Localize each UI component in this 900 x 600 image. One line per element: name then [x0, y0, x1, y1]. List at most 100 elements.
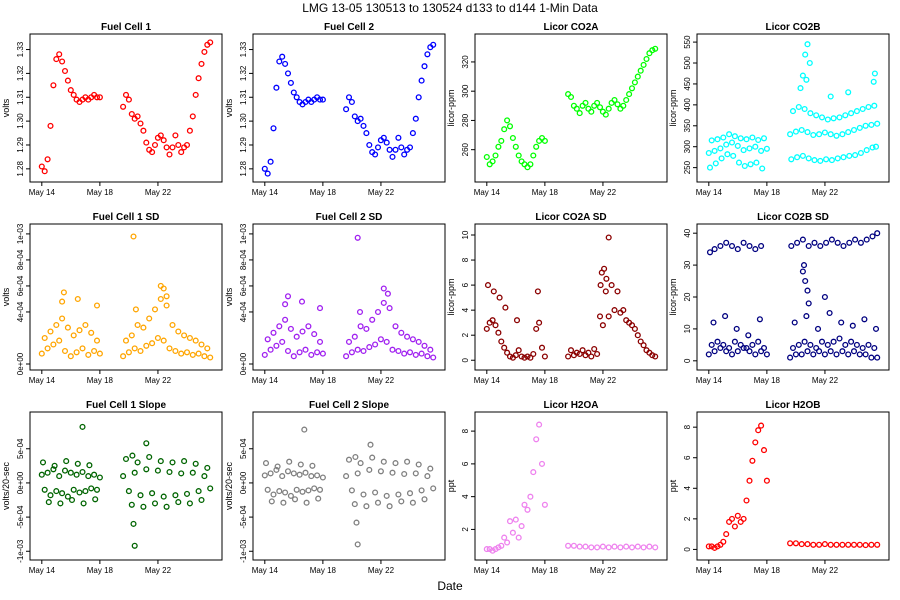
panel-title: Licor H2OB	[765, 400, 820, 411]
data-point	[594, 350, 601, 358]
data-point	[88, 485, 95, 492]
y-tick-label: 1e-03	[239, 223, 248, 244]
data-point	[789, 344, 797, 352]
data-point	[498, 137, 505, 144]
data-point	[868, 354, 875, 361]
data-point	[746, 242, 753, 250]
data-point	[186, 500, 193, 507]
y-tick-label: 1.30	[239, 113, 248, 129]
data-point	[299, 328, 306, 335]
data-point	[794, 239, 801, 246]
data-point	[752, 143, 759, 150]
y-tick-label: 0e+00	[16, 352, 25, 375]
data-point	[303, 499, 310, 506]
data-point	[395, 491, 402, 498]
data-point	[816, 541, 823, 548]
data-point	[745, 332, 752, 339]
data-point	[740, 515, 747, 522]
data-point	[204, 464, 211, 471]
data-point	[120, 353, 127, 360]
data-point	[86, 462, 93, 469]
data-point	[96, 350, 103, 357]
data-point	[801, 338, 808, 345]
data-point	[527, 161, 534, 168]
plot-frame	[696, 33, 890, 183]
data-point	[134, 459, 141, 466]
data-point	[869, 144, 876, 151]
data-point	[343, 353, 350, 360]
data-point	[178, 470, 185, 477]
data-point	[821, 351, 828, 358]
panel-p2: Fuel Cell 2 volts 1.28 1.29 1.30 1.31 1.32 1.33…	[224, 22, 446, 197]
data-point	[267, 470, 274, 477]
y-tick-label: 1.30	[16, 113, 25, 129]
data-point	[284, 347, 292, 355]
data-point	[705, 351, 712, 358]
data-point	[345, 338, 353, 345]
y-tick-label: 6	[683, 455, 692, 460]
data-point	[284, 70, 292, 77]
data-point	[871, 344, 878, 352]
data-point	[712, 160, 719, 167]
data-point	[509, 529, 516, 536]
x-tick-label: May 18	[754, 188, 781, 197]
data-point	[424, 51, 431, 58]
data-point	[857, 149, 864, 157]
data-point	[811, 157, 818, 164]
data-point	[856, 541, 863, 548]
data-point	[50, 466, 57, 473]
y-tick-label: 450	[683, 77, 692, 91]
data-point	[839, 131, 846, 138]
x-tick-label: May 18	[87, 566, 114, 575]
data-point	[874, 541, 881, 548]
data-point	[640, 342, 647, 349]
data-point	[806, 59, 813, 67]
data-point	[91, 347, 98, 355]
data-point	[813, 344, 820, 352]
data-point	[377, 468, 384, 475]
data-point	[356, 308, 364, 316]
data-point	[515, 534, 522, 541]
data-point	[798, 126, 805, 134]
data-point	[728, 351, 736, 358]
y-axis-label: volts	[1, 287, 11, 306]
data-point	[264, 170, 271, 177]
data-point	[160, 137, 167, 144]
data-point	[181, 458, 188, 465]
data-point	[538, 460, 546, 467]
data-point	[752, 246, 759, 253]
y-tick-label: 5e-04	[239, 438, 248, 459]
data-point	[720, 134, 727, 141]
data-point	[360, 491, 367, 498]
data-point	[59, 490, 66, 497]
data-point	[88, 329, 95, 336]
y-tick-label: -1e-03	[16, 539, 25, 563]
data-point	[421, 496, 428, 503]
data-point	[287, 79, 294, 86]
data-point	[834, 239, 841, 246]
data-point	[354, 234, 361, 241]
y-tick-label: 8	[683, 424, 692, 429]
data-point	[79, 423, 86, 430]
data-point	[70, 486, 77, 493]
data-point	[506, 123, 514, 130]
data-point	[64, 324, 71, 331]
x-tick-label: May 14	[252, 188, 279, 197]
data-point	[708, 137, 715, 144]
data-point	[608, 99, 615, 106]
data-point	[741, 162, 748, 170]
data-point	[826, 309, 833, 317]
data-point	[512, 143, 519, 150]
data-point	[634, 73, 641, 80]
data-point	[756, 316, 763, 323]
data-point	[758, 422, 765, 429]
x-tick-label: May 18	[87, 188, 114, 197]
data-point	[588, 108, 595, 115]
data-point	[617, 105, 624, 112]
data-point	[814, 325, 822, 332]
data-point	[319, 474, 326, 481]
data-point	[734, 348, 741, 355]
data-point	[582, 543, 589, 550]
data-point	[872, 143, 880, 150]
data-point	[818, 338, 826, 345]
